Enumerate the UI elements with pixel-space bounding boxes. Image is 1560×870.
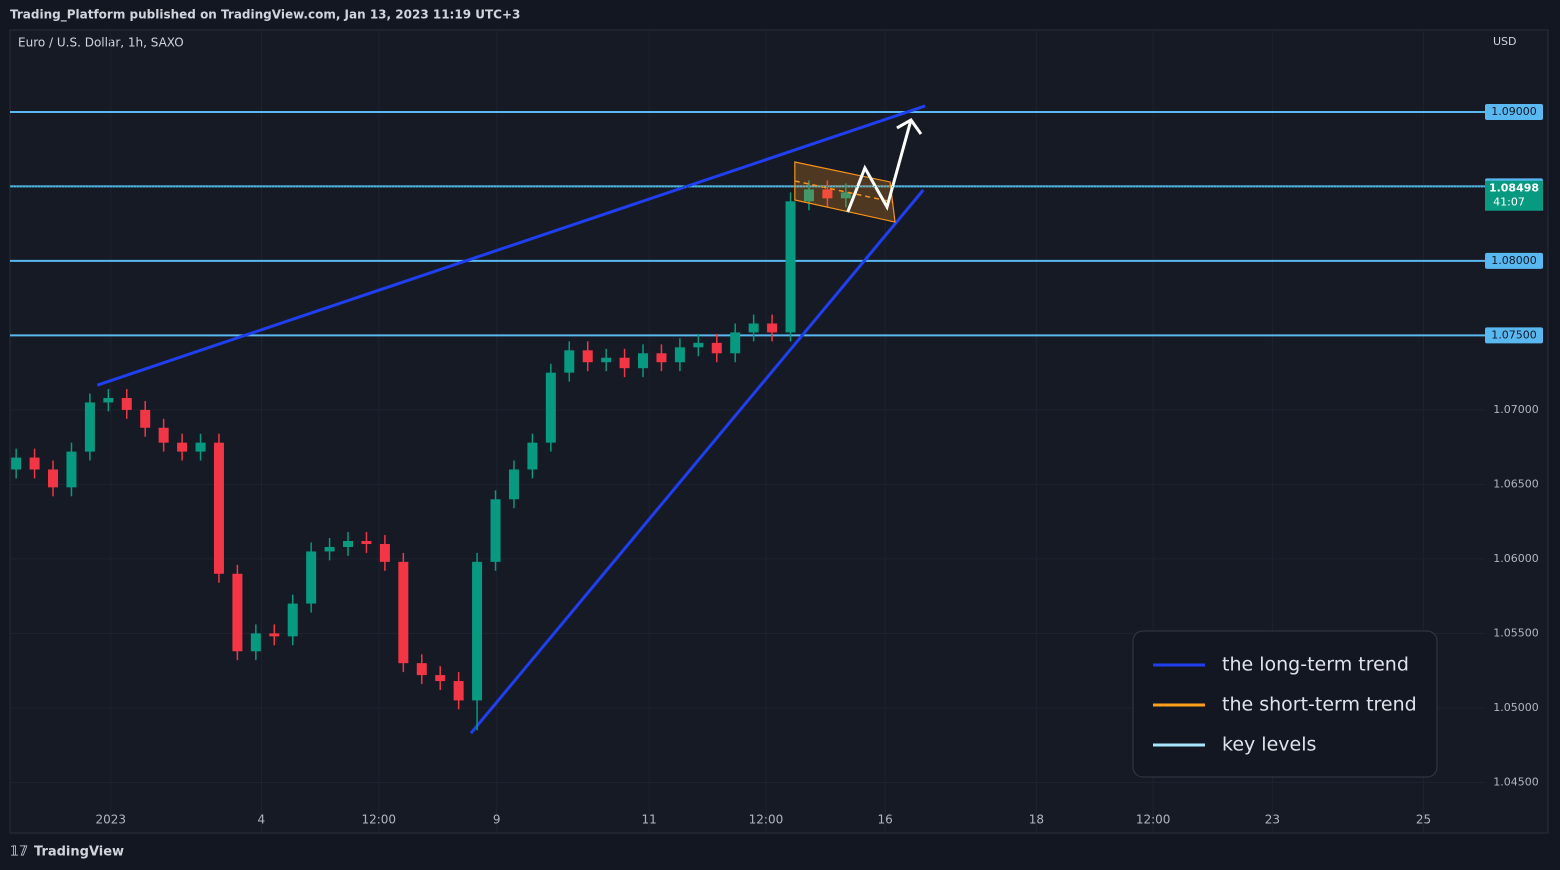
trend-line <box>469 189 925 735</box>
candle-body <box>730 332 741 354</box>
candle-body <box>287 603 298 637</box>
candle-body <box>693 342 704 348</box>
candle-body <box>306 551 317 604</box>
x-tick-label: 25 <box>1416 813 1431 827</box>
legend-label: the short-term trend <box>1222 694 1417 716</box>
projection-path <box>846 119 913 213</box>
level-label-box <box>1485 103 1543 120</box>
candle-body <box>435 675 446 682</box>
candle-body <box>177 442 188 452</box>
candle-body <box>140 409 151 428</box>
legend-label: key levels <box>1222 734 1316 756</box>
level-label: 1.09000 <box>1491 105 1537 118</box>
candle-body <box>803 189 814 202</box>
x-tick-label: 23 <box>1265 813 1280 827</box>
candle-body <box>545 372 556 443</box>
candle-body <box>158 427 169 443</box>
y-tick-label: 1.06000 <box>1493 552 1539 565</box>
candle-body <box>582 350 593 363</box>
currency: USD <box>1493 35 1517 48</box>
candle-body <box>601 357 612 363</box>
candle-body <box>564 350 575 373</box>
legend-label: the long-term trend <box>1222 654 1409 676</box>
x-tick-label: 2023 <box>96 813 127 827</box>
candle-body <box>11 457 22 470</box>
level-label-box <box>1485 252 1543 269</box>
candle-body <box>343 541 354 547</box>
chart-title: Euro / U.S. Dollar, 1h, SAXO <box>18 36 184 50</box>
candle-body <box>711 342 722 354</box>
last-price-box <box>1485 180 1543 211</box>
trend-line <box>96 104 926 387</box>
last-price-label: 1.08498 <box>1489 182 1539 195</box>
candle-body <box>232 573 243 652</box>
countdown: 41:07 <box>1493 196 1525 209</box>
brand: TradingView <box>34 845 124 860</box>
candle-body <box>324 546 335 552</box>
brand-logo: 𝟙𝟟 <box>10 845 28 860</box>
candle-body <box>490 499 501 562</box>
candle-body <box>638 353 649 369</box>
candle-body <box>656 353 667 363</box>
candle-body <box>619 357 630 369</box>
candle-body <box>379 543 390 562</box>
x-tick-label: 12:00 <box>361 813 396 827</box>
candle-body <box>398 561 409 664</box>
candle-body <box>121 397 132 410</box>
x-tick-label: 12:00 <box>749 813 784 827</box>
y-tick-label: 1.05500 <box>1493 626 1539 639</box>
x-tick-label: 16 <box>878 813 893 827</box>
candle-body <box>416 663 427 676</box>
x-tick-label: 4 <box>258 813 266 827</box>
header: Trading_Platform published on TradingVie… <box>10 8 520 23</box>
candle-body <box>508 469 519 500</box>
candle-body <box>195 442 206 452</box>
y-tick-label: 1.04500 <box>1493 775 1539 788</box>
y-tick-label: 1.07000 <box>1493 403 1539 416</box>
candle-body <box>48 469 59 488</box>
level-label-box <box>1485 327 1543 344</box>
candle-body <box>361 541 372 544</box>
candle-body <box>453 681 464 701</box>
x-tick-label: 12:00 <box>1136 813 1171 827</box>
candle-body <box>785 201 796 333</box>
y-tick-label: 1.05000 <box>1493 701 1539 714</box>
arrow-head <box>896 118 923 135</box>
candle-body <box>767 323 778 333</box>
x-tick-label: 18 <box>1029 813 1044 827</box>
candle-body <box>748 323 759 333</box>
candle-body <box>66 451 77 488</box>
candle-body <box>29 457 40 470</box>
candle-body <box>674 347 685 363</box>
x-tick-label: 11 <box>642 813 657 827</box>
legend <box>1132 630 1438 778</box>
short-term-channel <box>794 161 896 223</box>
candle-body <box>527 442 538 470</box>
level-label: 1.08000 <box>1491 254 1537 267</box>
candle-body <box>250 633 261 652</box>
candle-body <box>822 189 833 199</box>
candle-body <box>84 402 95 452</box>
candle-body <box>472 561 483 701</box>
candle-body <box>103 397 114 403</box>
candle-body <box>213 442 224 574</box>
candle-body <box>269 633 280 637</box>
level-label: 1.07500 <box>1491 328 1537 341</box>
y-tick-label: 1.06500 <box>1493 477 1539 490</box>
channel-midline <box>794 180 893 203</box>
candle-body <box>840 192 851 199</box>
x-tick-label: 9 <box>493 813 501 827</box>
